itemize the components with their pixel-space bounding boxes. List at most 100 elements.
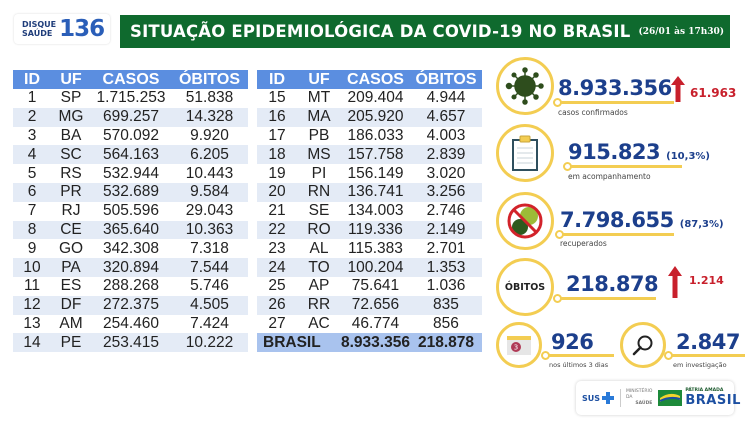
brazil-flag-icon: [658, 390, 683, 406]
table-row: 10 PA 320.894 7.544: [13, 258, 248, 277]
col-header-uf: UF: [297, 70, 341, 89]
cell-uf: GO: [58, 239, 84, 257]
cell-obitos: 29.043: [185, 202, 234, 220]
cell-id: 9: [27, 239, 37, 257]
clipboard-icon: [512, 135, 538, 171]
deaths-delta: 1.214: [689, 274, 724, 287]
recovered-value: 7.798.655: [560, 208, 674, 232]
col-header-uf: UF: [51, 70, 91, 89]
cell-id: 12: [13, 295, 51, 315]
deaths-underline-dot: [553, 294, 562, 303]
cell-uf: AP: [308, 277, 330, 295]
cell-obitos: 2.839: [409, 145, 482, 165]
cell-obitos: 10.222: [171, 333, 248, 353]
brasil-text: BRASIL: [685, 392, 741, 408]
cell-id: 5: [27, 164, 37, 182]
cell-casos: 156.149: [347, 164, 404, 182]
calendar-icon-circle: 3: [496, 322, 542, 368]
cell-casos: 532.689: [91, 182, 171, 202]
table-row: 23 AL 115.383 2.701: [257, 239, 482, 258]
cell-id: 25: [268, 277, 286, 295]
table-row: 14 PE 253.415 10.222: [13, 333, 248, 353]
cell-casos: 46.774: [351, 314, 400, 332]
cell-uf: SC: [51, 145, 91, 165]
ministry-line1: MINISTÉRIO DA: [626, 389, 653, 400]
table-row: 16 MA 205.920 4.657: [257, 107, 482, 127]
cell-casos: 570.092: [102, 126, 160, 144]
states-table-left: ID UF CASOS ÓBITOS 1 SP 1.715.253 51.838 2 MG…: [13, 70, 248, 353]
cell-casos: 115.383: [348, 239, 403, 257]
monitoring-icon-circle: [496, 124, 554, 182]
cell-obitos: 14.328: [171, 107, 248, 127]
cell-casos: 157.758: [341, 145, 410, 165]
hotline-label-line2: SAÚDE: [22, 29, 53, 38]
sus-logo: SUS: [582, 392, 615, 404]
investigation-underline-dot: [664, 351, 673, 360]
table-row: 19 PI 156.149 3.020: [257, 164, 482, 183]
no-virus-icon: [507, 203, 543, 239]
cell-id: 15: [268, 89, 286, 107]
cell-uf: PR: [51, 182, 91, 202]
states-table-right: ID UF CASOS ÓBITOS 15 MT 209.404 4.944 16 MA 2…: [257, 70, 482, 353]
brasil-logo: PÁTRIA AMADA BRASIL: [658, 389, 740, 407]
cell-casos: 254.460: [102, 314, 160, 332]
cell-uf: RN: [297, 182, 341, 202]
table-row: 8 CE 365.640 10.363: [13, 220, 248, 240]
cell-id: 26: [257, 295, 297, 315]
cell-obitos: 2.746: [426, 202, 466, 220]
cell-casos: 532.944: [102, 164, 160, 182]
cell-casos: 253.415: [91, 333, 171, 353]
hotline-number: 136: [59, 16, 105, 42]
table-row: 12 DF 272.375 4.505: [13, 295, 248, 315]
cell-uf: PI: [311, 164, 327, 182]
investigation-value: 2.847: [676, 330, 740, 354]
page-title: SITUAÇÃO EPIDEMIOLÓGICA DA COVID-19 NO B…: [130, 22, 631, 41]
confirmed-underline-dot: [553, 98, 562, 107]
deaths-badge-circle: ÓBITOS: [496, 258, 554, 316]
cell-id: 23: [268, 239, 286, 257]
virus-icon: [505, 67, 544, 105]
last-3-days-value: 926: [551, 330, 594, 354]
col-header-id: ID: [257, 70, 297, 89]
cell-casos: 699.257: [91, 107, 171, 127]
cell-id: 24: [257, 258, 297, 277]
last-3-days-underline-dot: [541, 351, 550, 360]
cell-casos: 186.033: [347, 126, 404, 144]
cell-id: 16: [257, 107, 297, 127]
col-header-casos: CASOS: [91, 70, 171, 89]
cell-uf: BA: [60, 126, 82, 144]
cell-casos: 209.404: [347, 89, 404, 107]
table-body-left: 1 SP 1.715.253 51.838 2 MG 699.257 14.328 3 BA 570…: [13, 89, 248, 353]
table-row: 9 GO 342.308 7.318: [13, 239, 248, 258]
cell-id: 6: [13, 182, 51, 202]
cell-uf: PB: [308, 126, 330, 144]
cell-uf: MT: [307, 89, 331, 107]
table-row: 2 MG 699.257 14.328: [13, 107, 248, 127]
cell-casos: 72.656: [341, 295, 410, 315]
cell-uf: RJ: [61, 202, 81, 220]
cell-uf: PE: [51, 333, 91, 353]
table-row: 17 PB 186.033 4.003: [257, 127, 482, 146]
cell-uf: ES: [60, 277, 82, 295]
table-row: 25 AP 75.641 1.036: [257, 277, 482, 296]
cell-obitos: 4.944: [426, 89, 466, 107]
footer-logos: SUS MINISTÉRIO DA SAÚDE PÁTRIA AMADA BRA…: [576, 381, 740, 415]
cell-obitos: 51.838: [185, 89, 234, 107]
cell-uf: AM: [59, 314, 83, 332]
hotline-label-line1: DISQUE: [22, 20, 57, 29]
table-row: 11 ES 288.268 5.746: [13, 277, 248, 296]
monitoring-underline: [566, 165, 682, 168]
investigation-label: em investigação: [673, 361, 727, 369]
cell-obitos: 2.701: [426, 239, 466, 257]
cell-obitos: 2.149: [409, 220, 482, 240]
cell-obitos: 1.036: [426, 277, 466, 295]
table-row: 21 SE 134.003 2.746: [257, 202, 482, 221]
cell-obitos: 4.657: [409, 107, 482, 127]
monitoring-underline-dot: [563, 162, 572, 171]
cell-id: 21: [268, 202, 286, 220]
cell-casos: 564.163: [91, 145, 171, 165]
table-row: 20 RN 136.741 3.256: [257, 182, 482, 202]
cell-id: 14: [13, 333, 51, 353]
cell-casos: 288.268: [102, 277, 160, 295]
ministry-logo: MINISTÉRIO DA SAÚDE: [620, 389, 652, 407]
